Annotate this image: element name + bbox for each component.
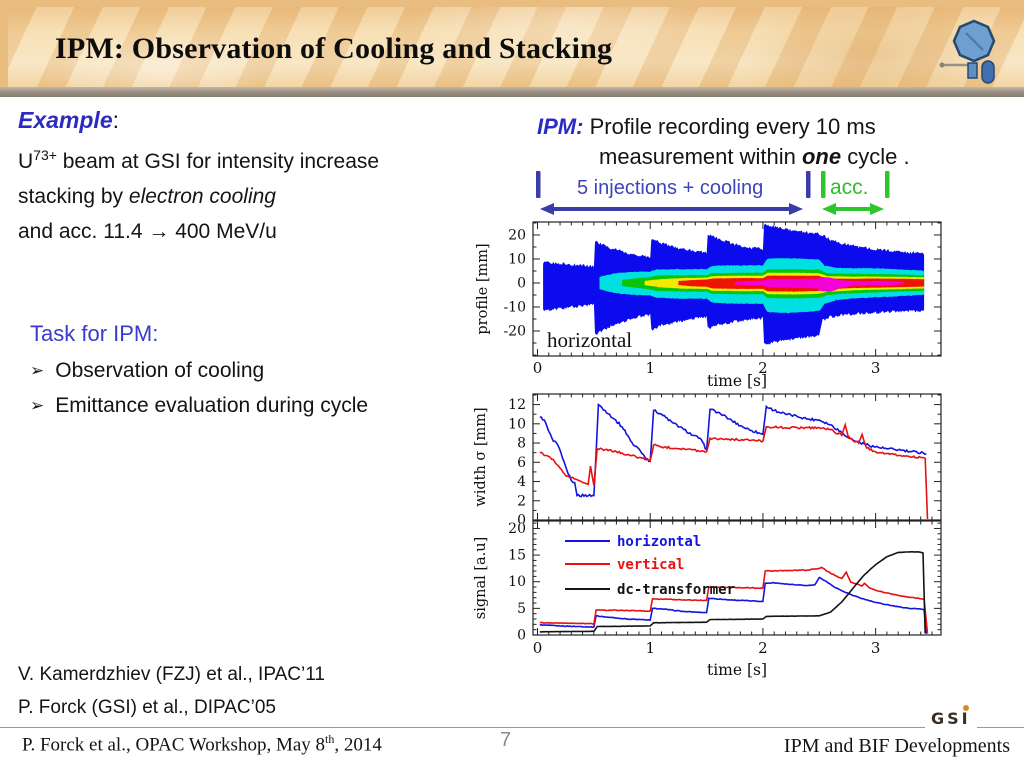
task-bullet-2: ➢ Emittance evaluation during cycle xyxy=(30,389,368,424)
ipm-line2-pre: measurement within xyxy=(599,144,802,169)
example-block: Example: U73+ beam at GSI for intensity … xyxy=(18,103,379,249)
example-line-2: stacking by electron cooling xyxy=(18,179,379,214)
svg-text:time [s]: time [s] xyxy=(707,372,767,390)
svg-text:4: 4 xyxy=(517,474,526,490)
ipm-note: IPM: Profile recording every 10 ms measu… xyxy=(537,112,910,172)
ipm-label: IPM: xyxy=(537,114,584,139)
svg-text:0: 0 xyxy=(517,628,526,644)
svg-text:-10: -10 xyxy=(503,300,526,316)
svg-text:8: 8 xyxy=(517,436,526,452)
width-sigma-chart: 0 2 4 6 8 10 12 width σ [mm] xyxy=(473,393,942,524)
slide-title: IPM: Observation of Cooling and Stacking xyxy=(55,32,613,65)
example-line-1: U73+ beam at GSI for intensity increase xyxy=(18,138,379,179)
example-line1-pre: U xyxy=(18,150,34,173)
ipm-line2-post: cycle . xyxy=(841,144,910,169)
svg-text:horizontal: horizontal xyxy=(617,534,701,550)
example-line2-pre: stacking by xyxy=(18,185,129,208)
svg-text:10: 10 xyxy=(508,574,526,590)
series-vertical xyxy=(539,421,929,520)
svg-text:0: 0 xyxy=(517,513,526,524)
svg-text:vertical: vertical xyxy=(617,557,684,573)
example-line1-sup: 73+ xyxy=(33,147,57,163)
ipm-note-line-1: IPM: Profile recording every 10 ms xyxy=(537,112,910,142)
svg-text:12: 12 xyxy=(508,397,526,413)
svg-text:horizontal: horizontal xyxy=(547,328,632,352)
svg-text:3: 3 xyxy=(871,639,881,657)
footer-credit-post: , 2014 xyxy=(334,734,382,756)
slide-header: IPM: Observation of Cooling and Stacking xyxy=(0,0,1024,97)
signal-chart: 0 5 10 15 20 0 1 2 3 time [s] signal [a.u] horizont… xyxy=(473,520,942,679)
task-block: Task for IPM: ➢ Observation of cooling ➢ E… xyxy=(30,317,368,424)
task-bullet-1: ➢ Observation of cooling xyxy=(30,354,368,389)
svg-text:-20: -20 xyxy=(503,324,526,340)
svg-text:2: 2 xyxy=(758,359,768,377)
svg-text:20: 20 xyxy=(508,521,526,537)
svg-text:10: 10 xyxy=(508,416,526,432)
phase-bar xyxy=(821,171,826,198)
series-vertical xyxy=(539,566,929,634)
footer-credit: P. Forck et al., OPAC Workshop, May 8th,… xyxy=(22,732,382,756)
header-bottom-strip xyxy=(0,87,1024,97)
citation-1: V. Kamerdzhiev (FZJ) et al., IPAC’11 xyxy=(18,664,325,685)
svg-text:5: 5 xyxy=(517,601,526,617)
gsi-logo-text: GSI xyxy=(931,709,971,728)
phase-bar xyxy=(536,171,541,198)
svg-text:15: 15 xyxy=(508,548,526,564)
gsi-logo-dot xyxy=(962,705,969,711)
acc-label: acc. xyxy=(830,176,869,199)
task-bullet-1-label: Observation of cooling xyxy=(55,359,265,382)
injections-label: 5 injections + cooling xyxy=(577,177,764,199)
citation-2: P. Forck (GSI) et al., DIPAC’05 xyxy=(18,697,276,718)
page-number: 7 xyxy=(500,729,512,751)
svg-text:profile [mm]: profile [mm] xyxy=(475,243,491,334)
example-label: Example xyxy=(18,107,113,133)
svg-text:time [s]: time [s] xyxy=(707,661,767,679)
task-bullet-2-label: Emittance evaluation during cycle xyxy=(55,394,369,417)
example-line2-italic: electron cooling xyxy=(128,185,276,208)
phase-bar xyxy=(885,171,890,198)
svg-text:1: 1 xyxy=(645,359,655,377)
svg-text:width σ [mm]: width σ [mm] xyxy=(473,407,489,506)
svg-text:6: 6 xyxy=(517,455,526,471)
footer-topic: IPM and BIF Developments xyxy=(783,735,1010,757)
ipm-device-icon xyxy=(939,19,996,84)
header-texture xyxy=(8,7,1024,87)
svg-text:10: 10 xyxy=(508,251,526,267)
footer-divider xyxy=(0,727,1024,728)
phase-marker-arrows xyxy=(536,171,890,215)
example-heading: Example: xyxy=(18,103,379,138)
ipm-note-line1-text: Profile recording every 10 ms xyxy=(589,114,876,139)
svg-text:3: 3 xyxy=(871,359,881,377)
svg-text:2: 2 xyxy=(517,493,526,509)
example-colon: : xyxy=(112,107,119,133)
svg-text:signal [a.u]: signal [a.u] xyxy=(473,537,489,620)
phase-bar xyxy=(806,171,811,198)
citations: V. Kamerdzhiev (FZJ) et al., IPAC’11 P. … xyxy=(18,658,325,724)
svg-text:dc-transformer: dc-transformer xyxy=(617,582,735,598)
bullet-arrow-icon: ➢ xyxy=(30,361,45,380)
svg-text:20: 20 xyxy=(508,227,526,243)
footer-credit-pre: P. Forck et al., OPAC Workshop, May 8 xyxy=(22,734,326,756)
band-level-magenta xyxy=(734,277,904,292)
footer-credit-sup: th xyxy=(325,732,335,746)
bullet-arrow-icon: ➢ xyxy=(30,396,45,415)
task-heading: Task for IPM: xyxy=(30,321,159,346)
svg-text:0: 0 xyxy=(533,359,543,377)
svg-text:2: 2 xyxy=(758,639,768,657)
ipm-note-line-2: measurement within one cycle . xyxy=(537,142,910,172)
ipm-line2-bold: one xyxy=(801,144,842,169)
example-line1-post: beam at GSI for intensity increase xyxy=(56,150,380,173)
svg-text:0: 0 xyxy=(533,639,543,657)
series-horizontal xyxy=(539,576,928,634)
example-line-3: and acc. 11.4 → 400 MeV/u xyxy=(18,220,277,243)
series-dc-transformer xyxy=(539,550,926,634)
profile-heatmap-chart: -20 -10 0 10 20 0 1 2 3 time [s] profile [mm] horiz… xyxy=(475,221,942,390)
svg-text:0: 0 xyxy=(517,275,526,291)
gsi-logo: GSI xyxy=(925,705,977,728)
svg-text:1: 1 xyxy=(645,639,655,657)
